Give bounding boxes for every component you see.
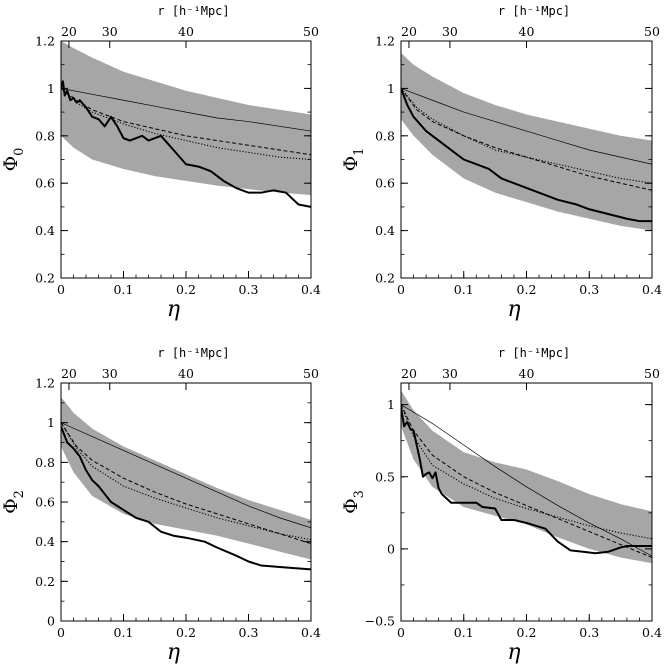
series-thick-line — [61, 80, 311, 208]
top-tick-label: 40 — [519, 366, 535, 381]
series-thin-line — [61, 88, 311, 132]
x-tick-label: 0.2 — [517, 625, 537, 640]
y-tick-label: 1.2 — [375, 34, 395, 49]
y-tick-label: 0.6 — [35, 495, 55, 510]
top-tick-label: 50 — [644, 24, 660, 39]
top-axis-title: r [h⁻¹Mpc] — [498, 346, 570, 360]
top-tick-label: 50 — [303, 366, 319, 381]
confidence-band — [401, 390, 652, 564]
y-tick-label: 0.5 — [375, 469, 395, 484]
y-tick-label: 0.8 — [35, 128, 55, 143]
top-tick-label: 50 — [644, 366, 660, 381]
x-axis-label: η — [507, 640, 520, 665]
top-tick-label: 40 — [519, 24, 535, 39]
y-axis-label: Φ0 — [0, 148, 27, 172]
top-tick-label: 30 — [102, 24, 118, 39]
y-tick-label: 0.2 — [35, 271, 55, 286]
series-thick-line — [61, 426, 311, 571]
x-tick-label: 0.3 — [579, 625, 599, 640]
x-axis-label: η — [507, 297, 520, 322]
top-axis-title: r [h⁻¹Mpc] — [157, 346, 229, 360]
x-tick-label: 0.1 — [454, 282, 474, 297]
top-tick-label: 20 — [61, 24, 77, 39]
series-thin-line — [401, 88, 652, 165]
x-tick-label: 0.4 — [301, 625, 321, 640]
top-tick-label: 20 — [401, 24, 417, 39]
series-dashed-line — [61, 88, 311, 156]
series-thin-line — [401, 404, 652, 557]
panel-phi1: 0 0.1 0.2 0.3 0.4 0.2 0.4 0.6 0.8 1 1.2 20 30 40 50 r [… — [340, 4, 662, 322]
x-tick-label: 0 — [397, 282, 405, 297]
y-tick-label: 1.2 — [35, 376, 55, 391]
y-tick-label: 1 — [387, 81, 395, 96]
series-thick-line — [401, 88, 652, 223]
y-tick-label: 1 — [47, 81, 55, 96]
x-tick-label: 0 — [397, 625, 405, 640]
y-tick-label: 1.2 — [35, 34, 55, 49]
x-tick-label: 0.1 — [454, 625, 474, 640]
x-tick-label: 0.3 — [239, 282, 259, 297]
y-tick-label: 0.2 — [35, 574, 55, 589]
panel-phi0: 0 0.1 0.2 0.3 0.4 0.2 0.4 0.6 0.8 1 1.2 20 30 40 50 r [… — [0, 4, 321, 322]
y-axis-label: Φ2 — [0, 490, 27, 514]
series-dotted-line — [61, 87, 311, 161]
top-tick-label: 20 — [61, 366, 77, 381]
x-axis-label: η — [167, 297, 180, 322]
y-tick-label: 0.4 — [35, 534, 55, 549]
x-tick-label: 0.4 — [642, 282, 662, 297]
x-tick-label: 0.3 — [239, 625, 259, 640]
top-axis-title: r [h⁻¹Mpc] — [498, 4, 570, 18]
confidence-band — [401, 52, 652, 231]
x-tick-label: 0.4 — [642, 625, 662, 640]
y-tick-label: 0.6 — [35, 176, 55, 191]
y-axis-label: Φ3 — [340, 490, 367, 514]
y-tick-label: 0.6 — [375, 176, 395, 191]
y-tick-label: 0 — [47, 614, 55, 629]
top-tick-label: 30 — [442, 24, 458, 39]
x-tick-label: 0.2 — [176, 282, 196, 297]
confidence-band — [61, 41, 311, 196]
y-tick-label: 0.8 — [35, 455, 55, 470]
x-tick-label: 0.1 — [114, 282, 134, 297]
x-tick-label: 0.3 — [579, 282, 599, 297]
series-dashed-line — [401, 404, 652, 558]
y-tick-label: 0.4 — [35, 223, 55, 238]
y-tick-label: 0.4 — [375, 223, 395, 238]
panel-phi2: 0 0.1 0.2 0.3 0.4 0 0.2 0.4 0.6 0.8 1 1.2 20 30 40 50 r … — [0, 346, 321, 665]
series-dashed-line — [401, 88, 652, 191]
top-tick-label: 50 — [303, 24, 319, 39]
series-dashed-line — [61, 422, 311, 545]
x-tick-label: 0 — [57, 282, 65, 297]
y-tick-label: 0 — [387, 541, 395, 556]
x-tick-label: 0 — [57, 625, 65, 640]
x-axis-label: η — [167, 640, 180, 665]
series-thin-line — [61, 422, 311, 529]
y-axis-label: Φ1 — [340, 148, 367, 172]
series-thick-line — [401, 407, 652, 555]
y-tick-label: 0.8 — [375, 128, 395, 143]
y-tick-label: 1 — [387, 397, 395, 412]
series-dotted-line — [401, 404, 652, 540]
top-tick-label: 30 — [442, 366, 458, 381]
y-tick-label: −0.5 — [365, 614, 395, 629]
top-tick-label: 40 — [178, 366, 194, 381]
y-tick-label: 1 — [47, 415, 55, 430]
x-tick-label: 0.4 — [301, 282, 321, 297]
series-dotted-line — [61, 422, 311, 541]
top-axis-title: r [h⁻¹Mpc] — [157, 4, 229, 18]
y-tick-label: 0.2 — [375, 271, 395, 286]
top-tick-label: 20 — [401, 366, 417, 381]
top-tick-label: 40 — [178, 24, 194, 39]
x-tick-label: 0.1 — [114, 625, 134, 640]
x-tick-label: 0.2 — [176, 625, 196, 640]
top-tick-label: 30 — [102, 366, 118, 381]
x-tick-label: 0.2 — [517, 282, 537, 297]
